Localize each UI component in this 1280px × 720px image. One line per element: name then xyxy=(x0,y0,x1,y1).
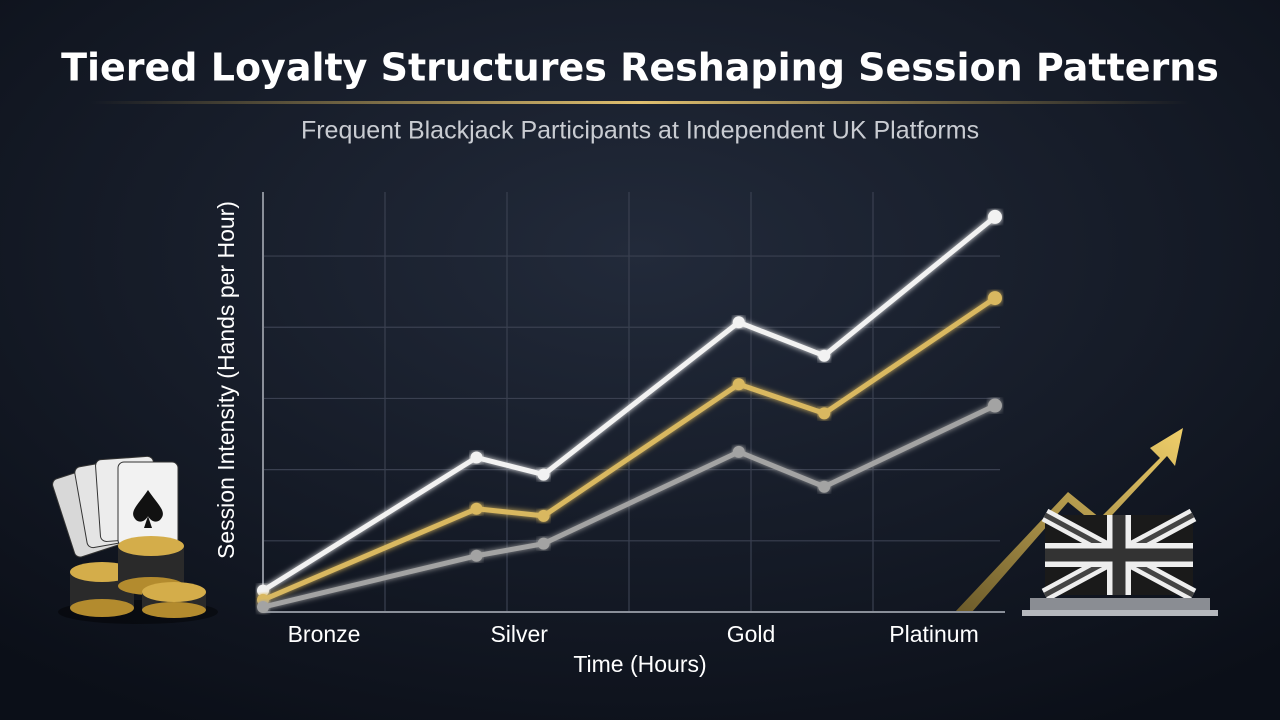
uk-flag-icon xyxy=(1022,508,1218,616)
data-point xyxy=(537,468,550,481)
growth-arrow xyxy=(955,428,1183,612)
title-rule xyxy=(90,101,1190,104)
x-tick-label: Gold xyxy=(727,621,776,647)
series-line xyxy=(262,295,997,603)
chips-icon xyxy=(58,536,218,624)
data-point xyxy=(537,537,550,550)
data-point xyxy=(537,509,550,522)
data-point xyxy=(988,291,1002,306)
chart-title: Tiered Loyalty Structures Reshaping Sess… xyxy=(61,46,1219,90)
data-point xyxy=(818,407,831,420)
data-point xyxy=(470,502,483,515)
data-point xyxy=(470,549,483,562)
x-tick-label: Silver xyxy=(490,621,548,647)
data-point xyxy=(818,480,831,493)
data-point xyxy=(988,398,1002,413)
data-point xyxy=(470,451,483,464)
data-point xyxy=(988,209,1002,224)
data-point xyxy=(732,445,745,458)
y-axis-label: Session Intensity (Hands per Hour) xyxy=(213,201,239,559)
cards-icon xyxy=(52,455,179,558)
plot-area: Bronze Silver Gold Platinum xyxy=(257,192,1005,647)
data-point xyxy=(732,378,745,391)
x-tick-label: Platinum xyxy=(889,621,978,647)
data-point xyxy=(818,349,831,362)
data-point xyxy=(257,601,269,614)
series-line xyxy=(261,214,997,593)
series-line xyxy=(262,403,997,610)
x-tick-label: Bronze xyxy=(288,621,361,647)
data-point xyxy=(257,584,269,597)
data-point xyxy=(732,316,745,329)
chart-subtitle: Frequent Blackjack Participants at Indep… xyxy=(301,117,979,145)
x-axis-label: Time (Hours) xyxy=(573,651,706,677)
